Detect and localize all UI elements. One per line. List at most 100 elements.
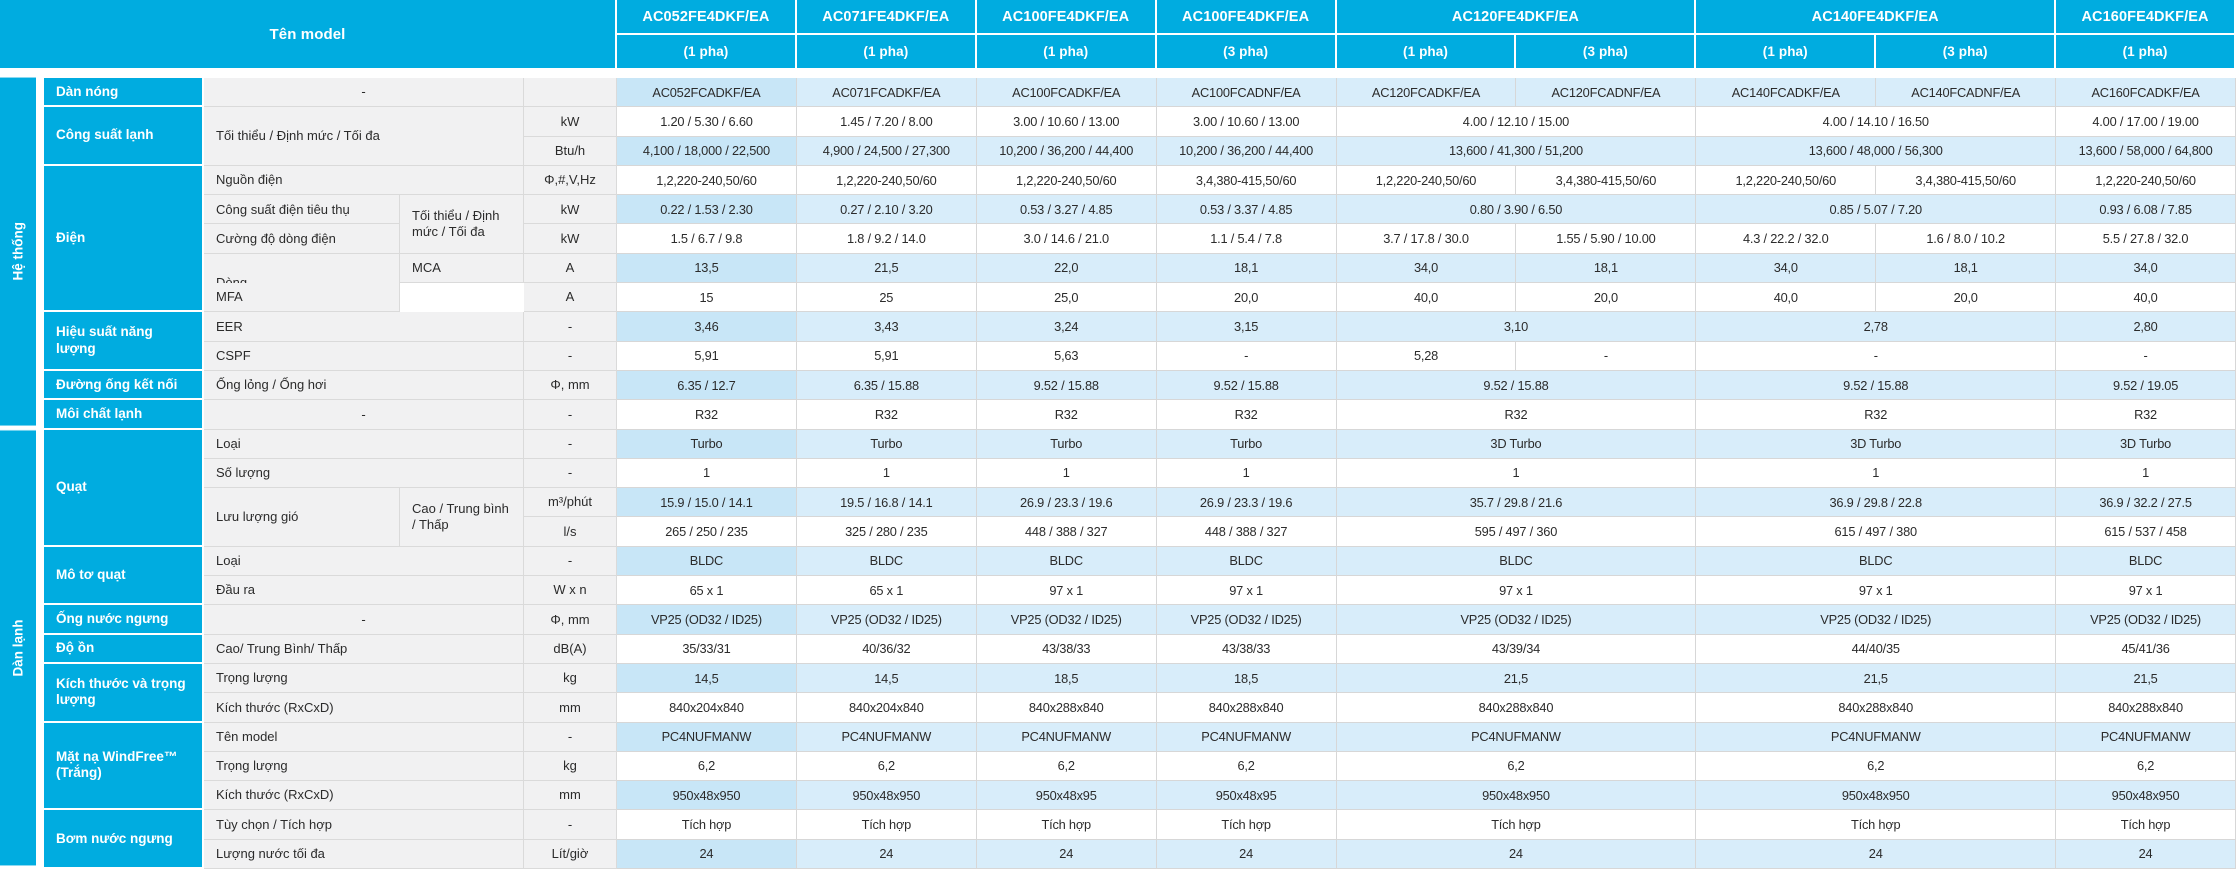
group-label: Mô tơ quạt — [44, 546, 204, 606]
data-cell: 1,2,220-240,50/60 — [796, 165, 977, 196]
data-cell: 1,2,220-240,50/60 — [976, 165, 1157, 196]
data-cell: 0.53 / 3.37 / 4.85 — [1156, 195, 1337, 225]
data-cell: 1.1 / 5.4 / 7.8 — [1156, 224, 1337, 254]
data-cell: 448 / 388 / 327 — [976, 517, 1157, 547]
row-sublabel: Lưu lượng gió — [204, 488, 400, 547]
data-cell: - — [1696, 341, 2057, 371]
data-cell: 13,600 / 58,000 / 64,800 — [2056, 136, 2236, 166]
data-cell: 950x48x950 — [617, 781, 797, 811]
group-label: Quạt — [44, 429, 204, 547]
data-cell: AC120FCADKF/EA — [1336, 78, 1517, 108]
group-label: Đường ống kết nối — [44, 370, 204, 401]
data-cell: 840x288x840 — [1336, 693, 1697, 723]
data-cell: Turbo — [1156, 429, 1337, 459]
row-sublabel: MCA — [400, 253, 524, 284]
data-cell: 0.53 / 3.27 / 4.85 — [976, 195, 1157, 225]
data-cell: 43/38/33 — [976, 634, 1157, 664]
data-cell: 43/38/33 — [1156, 634, 1337, 664]
data-cell: 3,4,380-415,50/60 — [1876, 165, 2057, 196]
data-cell: 18,1 — [1516, 253, 1697, 284]
unit-cell: kg — [524, 751, 617, 782]
data-cell: AC140FCADKF/EA — [1696, 78, 1877, 108]
row-sublabel: Cao/ Trung Bình/ Thấp — [204, 634, 524, 664]
data-cell: 10,200 / 36,200 / 44,400 — [1156, 136, 1337, 166]
group-label: Công suất lạnh — [44, 107, 204, 166]
data-cell: 24 — [1336, 839, 1697, 869]
data-cell: AC052FCADKF/EA — [617, 78, 797, 108]
unit-cell: Φ, mm — [524, 605, 617, 635]
data-cell: 950x48x95 — [976, 781, 1157, 811]
unit-cell: - — [524, 810, 617, 840]
phase-header: (1 pha) — [1336, 35, 1517, 70]
data-cell: 0.85 / 5.07 / 7.20 — [1696, 195, 2057, 225]
data-cell: 1,2,220-240,50/60 — [1336, 165, 1517, 196]
row-sublabel: Nguồn điện — [204, 165, 524, 196]
data-cell: 1.6 / 8.0 / 10.2 — [1876, 224, 2057, 254]
data-cell: 265 / 250 / 235 — [617, 517, 797, 547]
data-cell: BLDC — [1156, 546, 1337, 577]
data-cell: 3.7 / 17.8 / 30.0 — [1336, 224, 1517, 254]
phase-header: (3 pha) — [1516, 35, 1697, 70]
unit-cell: - — [524, 722, 617, 752]
group-label: Điện — [44, 165, 204, 313]
data-cell: 40,0 — [2056, 283, 2236, 313]
unit-cell — [524, 78, 617, 108]
row-sublabel: Tối thiểu / Định mức / Tối đa — [204, 107, 524, 166]
data-cell: 3,10 — [1336, 312, 1697, 342]
row-sublabel: - — [204, 400, 524, 430]
data-cell: 13,600 / 48,000 / 56,300 — [1696, 136, 2057, 166]
data-cell: 40/36/32 — [796, 634, 977, 664]
data-cell: 1 — [617, 458, 797, 489]
row-sublabel: Loại — [204, 429, 524, 459]
unit-cell: kW — [524, 224, 617, 254]
data-cell: 4,100 / 18,000 / 22,500 — [617, 136, 797, 166]
data-cell: 1.45 / 7.20 / 8.00 — [796, 107, 977, 137]
data-cell: 43/39/34 — [1336, 634, 1697, 664]
unit-cell: kW — [524, 107, 617, 137]
data-cell: 615 / 497 / 380 — [1696, 517, 2057, 547]
data-cell: 1,2,220-240,50/60 — [617, 165, 797, 196]
data-cell: - — [1156, 341, 1337, 371]
unit-cell: kg — [524, 663, 617, 694]
data-cell: 6.35 / 12.7 — [617, 370, 797, 401]
unit-cell: A — [524, 283, 617, 313]
data-cell: 3,15 — [1156, 312, 1337, 342]
data-cell: 65 x 1 — [796, 576, 977, 606]
data-cell: 34,0 — [1696, 253, 1877, 284]
unit-cell: mm — [524, 693, 617, 723]
data-cell: 22,0 — [976, 253, 1157, 284]
data-cell: 4.00 / 12.10 / 15.00 — [1336, 107, 1697, 137]
data-cell: 24 — [976, 839, 1157, 869]
unit-cell: mm — [524, 781, 617, 811]
data-cell: 950x48x950 — [2056, 781, 2236, 811]
row-sublabel: Số lượng — [204, 458, 524, 489]
data-cell: 35/33/31 — [617, 634, 797, 664]
data-cell: PC4NUFMANW — [1156, 722, 1337, 752]
data-cell: 6,2 — [2056, 751, 2236, 782]
data-cell: 5,63 — [976, 341, 1157, 371]
row-sublabel: Đầu ra — [204, 576, 524, 606]
data-cell: 6,2 — [1696, 751, 2057, 782]
group-label: Mặt nạ WindFree™ (Trắng) — [44, 722, 204, 811]
data-cell: 44/40/35 — [1696, 634, 2057, 664]
data-cell: 3,46 — [617, 312, 797, 342]
row-sublabel: - — [204, 78, 524, 108]
model-header: AC071FE4DKF/EA — [796, 0, 977, 35]
group-label: Hiệu suất năng lượng — [44, 312, 204, 371]
data-cell: 18,1 — [1876, 253, 2057, 284]
data-cell: BLDC — [796, 546, 977, 577]
row-sublabel: EER — [204, 312, 524, 342]
group-label: Bơm nước ngưng — [44, 810, 204, 869]
data-cell: 6.35 / 15.88 — [796, 370, 977, 401]
data-cell: VP25 (OD32 / ID25) — [796, 605, 977, 635]
data-cell: 25 — [796, 283, 977, 313]
data-cell: 1,2,220-240,50/60 — [1696, 165, 1877, 196]
unit-cell: Lít/giờ — [524, 839, 617, 869]
data-cell: 4.3 / 22.2 / 32.0 — [1696, 224, 1877, 254]
unit-cell: - — [524, 429, 617, 459]
phase-header: (3 pha) — [1876, 35, 2057, 70]
ten-model-header: Tên model — [0, 0, 617, 70]
data-cell: 3,4,380-415,50/60 — [1516, 165, 1697, 196]
data-cell: 97 x 1 — [1336, 576, 1697, 606]
row-sublabel: Ống lỏng / Ống hơi — [204, 370, 524, 401]
